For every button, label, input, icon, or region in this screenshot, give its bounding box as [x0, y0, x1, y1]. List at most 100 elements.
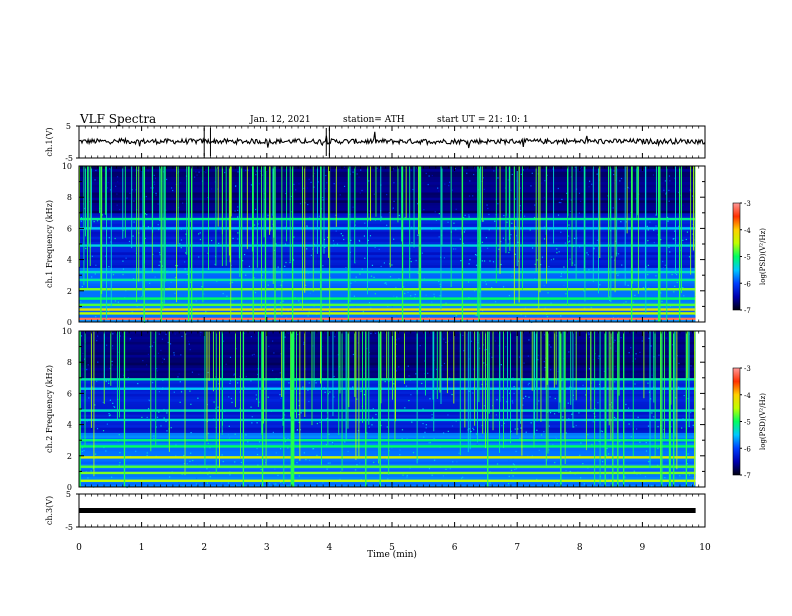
spectrogram-speckle: [647, 229, 649, 231]
spectrogram-speckle: [357, 342, 359, 344]
spectrogram-speckle: [94, 404, 96, 406]
spectrogram-speckle: [156, 416, 159, 418]
spectrogram-speckle: [360, 169, 362, 171]
spectrogram-speckle: [111, 364, 113, 366]
colorbar-tick-label: -5: [744, 419, 751, 427]
spectrogram-speckle: [447, 430, 449, 432]
spectrogram-speckle: [258, 401, 260, 403]
spectrogram-speckle: [324, 246, 326, 249]
spectrogram-speckle: [637, 416, 639, 418]
spectrogram-speckle: [468, 428, 470, 430]
spectrogram-speckle: [583, 483, 585, 485]
spectrogram-cell: [79, 346, 696, 350]
spectrogram-speckle: [161, 301, 163, 304]
spectrogram-speckle: [648, 287, 650, 289]
spectrogram-speckle: [123, 374, 125, 376]
spectrogram-speckle: [384, 380, 386, 383]
spectrogram-speckle: [512, 377, 514, 379]
spectrogram-speckle: [536, 429, 538, 431]
spectrogram-speckle: [175, 455, 177, 457]
spectrogram-speckle: [396, 296, 398, 298]
spectrogram-speckle: [673, 237, 675, 240]
spectrogram-speckle: [601, 430, 604, 433]
spectrogram-speckle: [319, 281, 321, 283]
spectrogram-speckle: [650, 398, 652, 400]
spectrogram-cell: [79, 468, 696, 472]
spectrogram-speckle: [222, 460, 224, 463]
spectrogram-speckle: [660, 292, 662, 294]
spectrogram-speckle: [522, 397, 525, 399]
spectrogram-speckle: [566, 192, 568, 194]
spectrogram-speckle: [387, 478, 389, 480]
spectrogram-speckle: [429, 398, 431, 400]
spectrogram-speckle: [135, 450, 137, 452]
spectrogram-speckle: [620, 221, 622, 223]
spectrogram-speckle: [470, 430, 472, 433]
spectrogram-speckle: [662, 267, 664, 269]
spectrogram-speckle: [554, 461, 556, 464]
spectrogram-speckle: [180, 182, 182, 184]
spectrogram-speckle: [489, 471, 491, 473]
colorbar-label: log(PSD)(V²/Hz): [759, 228, 767, 285]
spectrogram-speckle: [651, 412, 653, 414]
spectrogram-speckle: [507, 243, 509, 245]
spectrogram-speckle: [116, 204, 118, 206]
spectrogram-speckle: [569, 210, 571, 213]
spectrogram-speckle: [473, 368, 475, 370]
spectrogram-speckle: [540, 434, 543, 436]
spectrogram-speckle: [556, 483, 558, 485]
spectrogram-cell: [79, 215, 696, 219]
spectrogram-speckle: [255, 208, 257, 211]
spectrogram-speckle: [272, 431, 274, 434]
spectrogram-speckle: [425, 427, 427, 429]
spectrogram-speckle: [309, 292, 312, 294]
y-tick-label: 5: [66, 122, 71, 131]
spectrogram-speckle: [651, 374, 653, 376]
spectrogram-speckle: [550, 259, 553, 261]
spectrogram-speckle: [431, 474, 433, 476]
spectrogram-speckle: [687, 453, 689, 455]
spectrogram-speckle: [160, 425, 162, 427]
y-tick-label: 8: [67, 193, 72, 202]
spectrogram-speckle: [229, 437, 231, 439]
spectrogram-speckle: [183, 463, 186, 465]
x-axis-label: Time (min): [367, 549, 417, 560]
spectrogram-speckle: [190, 432, 192, 434]
spectrogram-speckle: [97, 361, 99, 363]
spectrogram-speckle: [348, 242, 350, 244]
spectrogram-cell: [79, 238, 696, 242]
spectrogram-speckle: [412, 188, 414, 191]
spectrogram-speckle: [473, 173, 475, 176]
spectrogram-speckle: [568, 418, 570, 420]
spectrogram-speckle: [287, 332, 289, 334]
spectrogram-speckle: [125, 257, 127, 259]
spectrogram-speckle: [501, 425, 503, 427]
spectrogram-speckle: [433, 293, 435, 295]
spectrogram-speckle: [438, 212, 440, 215]
spectrogram-speckle: [317, 181, 319, 183]
spectrogram-speckle: [352, 353, 354, 356]
spectrogram-speckle: [284, 192, 287, 195]
spectrogram-cell: [79, 251, 696, 255]
spectrogram-cell: [79, 401, 696, 405]
spectrogram-speckle: [667, 220, 669, 222]
spectrogram-speckle: [358, 176, 360, 178]
spectrogram-speckle: [635, 198, 637, 200]
spectrogram-speckle: [463, 350, 465, 352]
spectrogram-speckle: [489, 352, 491, 355]
spectrogram-speckle: [361, 268, 363, 270]
spectrogram-speckle: [133, 221, 135, 223]
spectrogram-speckle: [628, 188, 630, 190]
spectrogram-speckle: [198, 233, 200, 235]
spectrogram-speckle: [229, 282, 231, 285]
spectrogram-speckle: [391, 264, 393, 266]
spectrogram-speckle: [616, 272, 618, 275]
spectrogram-speckle: [111, 345, 114, 347]
spectrogram-speckle: [216, 167, 218, 169]
spectrogram-speckle: [488, 229, 490, 231]
spectrogram-speckle: [116, 176, 119, 178]
spectrogram-speckle: [313, 172, 316, 175]
spectrogram-speckle: [444, 183, 446, 185]
spectrogram-speckle: [557, 214, 560, 216]
spectrogram-speckle: [512, 458, 514, 460]
